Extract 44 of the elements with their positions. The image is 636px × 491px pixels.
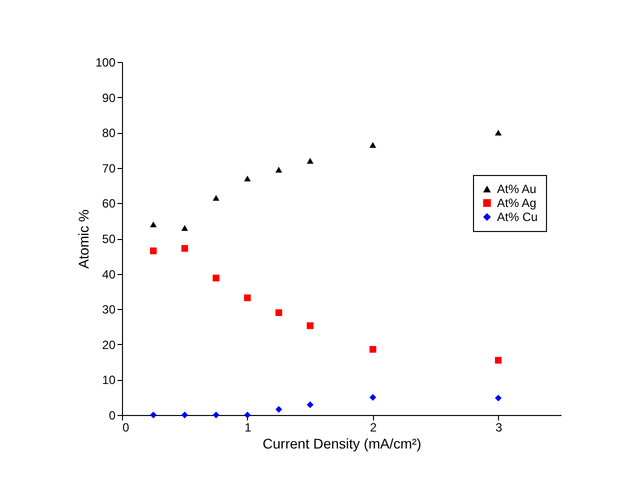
legend-label: At% Ag: [497, 196, 536, 210]
x-tick-label: 2: [370, 420, 378, 434]
y-tick-label: 60: [102, 196, 116, 211]
y-tick-label: 20: [102, 338, 116, 352]
point: [275, 166, 282, 173]
y-axis-title: Atomic %: [75, 209, 92, 269]
point: [275, 309, 282, 316]
y-tick-label: 50: [102, 232, 116, 246]
point: [181, 245, 188, 252]
point: [244, 412, 251, 418]
point: [275, 406, 282, 413]
point: [306, 322, 314, 330]
x-tick-label: 1: [244, 420, 252, 434]
point: [212, 195, 220, 201]
y-tick-label: 0: [108, 408, 116, 422]
point: [370, 142, 376, 148]
point: [370, 394, 376, 401]
legend-label: At% Cu: [497, 210, 538, 224]
x-axis-title: Current Density (mA/cm²): [262, 436, 422, 452]
point: [212, 274, 220, 282]
point: [306, 401, 314, 408]
y-tick-label: 80: [102, 126, 116, 140]
point: [150, 221, 157, 228]
y-tick-label: 30: [102, 302, 116, 317]
point: [494, 356, 502, 364]
y-tick-label: 90: [102, 90, 116, 105]
legend-label: At% Au: [497, 182, 536, 196]
y-tick-label: 70: [102, 161, 116, 176]
point: [494, 130, 502, 136]
x-tick-label: 0: [122, 420, 130, 434]
point: [244, 176, 251, 182]
point: [212, 412, 220, 418]
point: [370, 346, 376, 353]
point: [150, 248, 157, 254]
point: [306, 158, 314, 164]
point: [181, 412, 188, 418]
point: [494, 394, 502, 402]
point: [150, 412, 157, 418]
y-tick-label: 10: [102, 373, 116, 388]
y-tick-label: 40: [102, 267, 116, 282]
point: [244, 294, 251, 302]
y-tick-label: 100: [95, 56, 116, 70]
x-tick-label: 3: [495, 420, 502, 434]
point: [181, 225, 188, 231]
